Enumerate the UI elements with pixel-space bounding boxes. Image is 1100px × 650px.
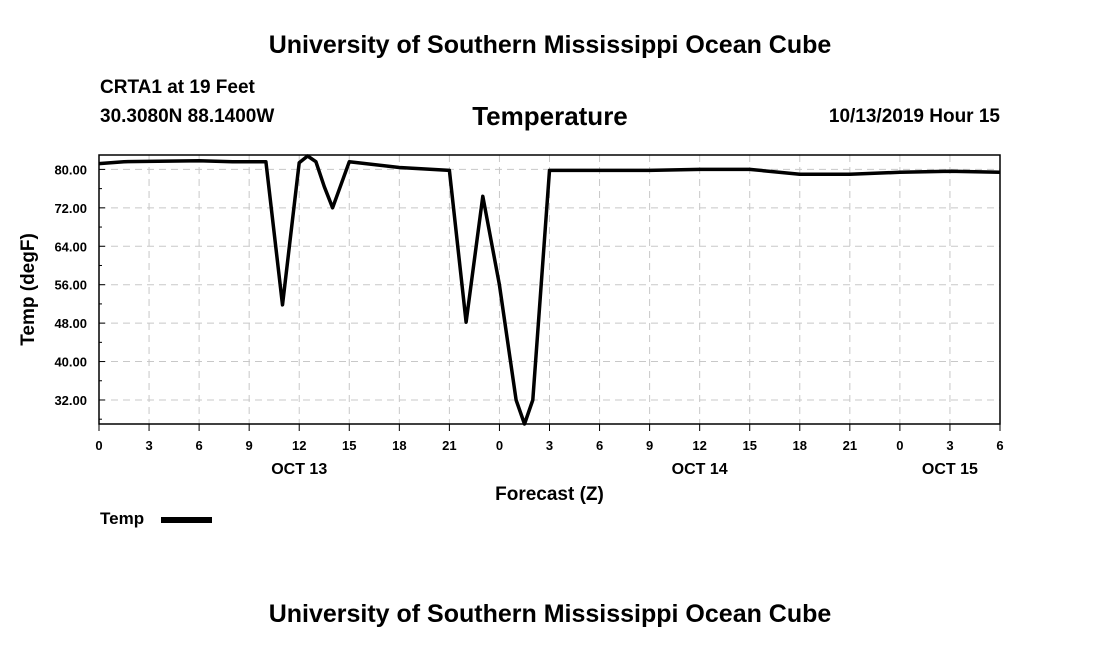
- x-tick-label: 12: [692, 438, 706, 453]
- y-tick-label: 56.00: [54, 278, 87, 293]
- x-tick-label: 3: [546, 438, 553, 453]
- x-tick-label: 12: [292, 438, 306, 453]
- x-tick-label: 6: [195, 438, 202, 453]
- y-tick-label: 64.00: [54, 239, 87, 254]
- x-tick-label: 21: [442, 438, 456, 453]
- chart-header-title: University of Southern Mississippi Ocean…: [268, 31, 832, 59]
- series-line-temp: [98, 154, 1001, 426]
- x-date-label: OCT 14: [672, 461, 728, 478]
- x-tick-label: 3: [145, 438, 152, 453]
- station-label: CRTA1 at 19 Feet: [100, 77, 255, 98]
- legend-label: Temp: [100, 509, 145, 528]
- x-date-label: OCT 15: [922, 461, 978, 478]
- x-tick-label: 18: [392, 438, 406, 453]
- chart-footer-title: University of Southern Mississippi Ocean…: [268, 600, 832, 628]
- y-tick-label: 32.00: [54, 393, 87, 408]
- x-tick-label: 9: [646, 438, 653, 453]
- x-tick-label: 0: [896, 438, 903, 453]
- x-tick-label: 15: [742, 438, 756, 453]
- x-tick-label: 0: [496, 438, 503, 453]
- x-tick-label: 9: [246, 438, 253, 453]
- plot-frame: [98, 154, 1001, 425]
- x-tick-label: 0: [95, 438, 102, 453]
- parameter-title: Temperature: [472, 101, 628, 131]
- coordinates-label: 30.3080N 88.1400W: [100, 106, 275, 127]
- x-tick-label: 6: [596, 438, 603, 453]
- forecast-datetime: 10/13/2019 Hour 15: [828, 106, 1000, 127]
- y-tick-label: 40.00: [54, 355, 87, 370]
- x-tick-label: 15: [342, 438, 356, 453]
- x-tick-label: 18: [793, 438, 807, 453]
- y-tick-label: 48.00: [54, 316, 87, 331]
- x-date-label: OCT 13: [271, 461, 327, 478]
- y-tick-label: 80.00: [54, 162, 87, 177]
- legend-line-swatch: [161, 517, 212, 523]
- x-tick-label: 6: [996, 438, 1003, 453]
- y-tick-label: 72.00: [54, 201, 87, 216]
- x-tick-label: 3: [946, 438, 953, 453]
- y-axis-label: Temp (degF): [18, 233, 39, 346]
- x-axis-label: Forecast (Z): [495, 484, 604, 505]
- x-tick-label: 21: [843, 438, 857, 453]
